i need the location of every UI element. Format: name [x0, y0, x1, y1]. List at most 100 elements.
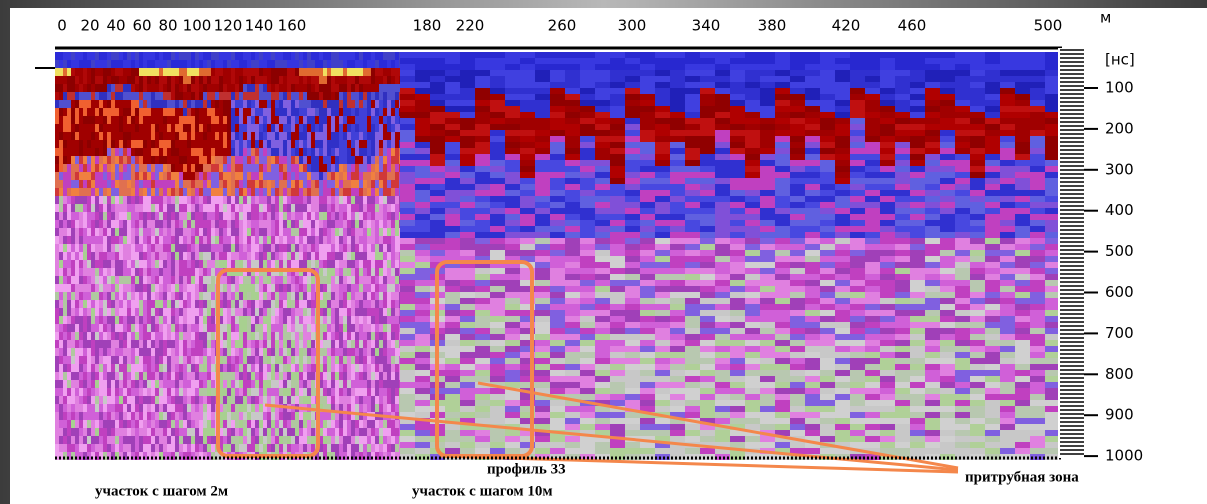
cell	[135, 292, 139, 300]
cell	[287, 60, 291, 68]
cell	[179, 364, 183, 372]
cell	[55, 60, 59, 68]
cell	[327, 188, 331, 196]
cell	[359, 148, 363, 156]
cell	[91, 220, 95, 228]
cell	[59, 292, 63, 300]
cell	[383, 100, 387, 108]
cell	[283, 236, 287, 244]
cell	[327, 420, 331, 428]
cell	[191, 308, 195, 316]
cell	[55, 364, 59, 372]
cell	[295, 316, 299, 324]
cell	[131, 92, 135, 100]
cell	[339, 300, 343, 308]
cell	[159, 172, 163, 180]
cell	[271, 252, 275, 260]
cell	[315, 212, 319, 220]
cell	[159, 348, 163, 356]
cell	[307, 164, 311, 172]
cell	[159, 252, 163, 260]
cell	[347, 380, 351, 388]
cell	[211, 412, 215, 420]
cell	[315, 76, 319, 84]
cell	[163, 268, 167, 276]
cell	[379, 372, 383, 380]
cell	[91, 52, 95, 60]
cell	[363, 76, 367, 84]
cell	[391, 404, 395, 412]
cell	[195, 428, 199, 436]
cell	[395, 188, 399, 196]
cell	[335, 436, 339, 444]
cell	[95, 236, 99, 244]
cell	[55, 372, 59, 380]
cell	[79, 396, 83, 404]
cell	[107, 316, 111, 324]
cell	[505, 226, 520, 232]
cell	[323, 292, 327, 300]
cell	[363, 276, 367, 284]
cell	[303, 164, 307, 172]
cell	[331, 428, 335, 436]
cell	[187, 156, 191, 164]
cell	[430, 88, 445, 94]
cell	[259, 388, 263, 396]
cell	[383, 420, 387, 428]
cell	[263, 236, 267, 244]
cell	[59, 204, 63, 212]
cell	[400, 94, 415, 100]
cell	[311, 420, 315, 428]
cell	[223, 308, 227, 316]
cell	[383, 444, 387, 452]
cell	[363, 300, 367, 308]
cell	[387, 60, 391, 68]
cell	[139, 396, 143, 404]
cell	[303, 396, 307, 404]
cell	[315, 92, 319, 100]
cell	[387, 372, 391, 380]
cell	[460, 226, 475, 232]
cell	[323, 308, 327, 316]
cell	[59, 372, 63, 380]
cell	[400, 310, 415, 316]
cell	[267, 60, 271, 68]
cell	[207, 236, 211, 244]
cell	[239, 420, 243, 428]
cell	[183, 180, 187, 188]
cell	[520, 106, 535, 112]
cell	[311, 228, 315, 236]
cell	[167, 244, 171, 252]
cell	[187, 292, 191, 300]
cell	[505, 196, 520, 202]
cell	[383, 340, 387, 348]
cell	[175, 204, 179, 212]
cell	[59, 108, 63, 116]
cell	[299, 428, 303, 436]
cell	[400, 232, 415, 238]
cell	[315, 116, 319, 124]
cell	[235, 316, 239, 324]
cell	[107, 444, 111, 452]
cell	[143, 204, 147, 212]
cell	[207, 124, 211, 132]
cell	[391, 276, 395, 284]
cell	[303, 412, 307, 420]
cell	[59, 84, 63, 92]
cell	[263, 420, 267, 428]
cell	[195, 260, 199, 268]
cell	[271, 324, 275, 332]
cell	[311, 100, 315, 108]
cell	[331, 356, 335, 364]
cell	[147, 116, 151, 124]
cell	[307, 292, 311, 300]
cell	[327, 348, 331, 356]
cell	[191, 252, 195, 260]
cell	[159, 276, 163, 284]
cell	[111, 164, 115, 172]
cell	[415, 70, 430, 76]
cell	[227, 308, 231, 316]
cell	[339, 68, 343, 76]
cell	[371, 68, 375, 76]
cell	[415, 220, 430, 226]
